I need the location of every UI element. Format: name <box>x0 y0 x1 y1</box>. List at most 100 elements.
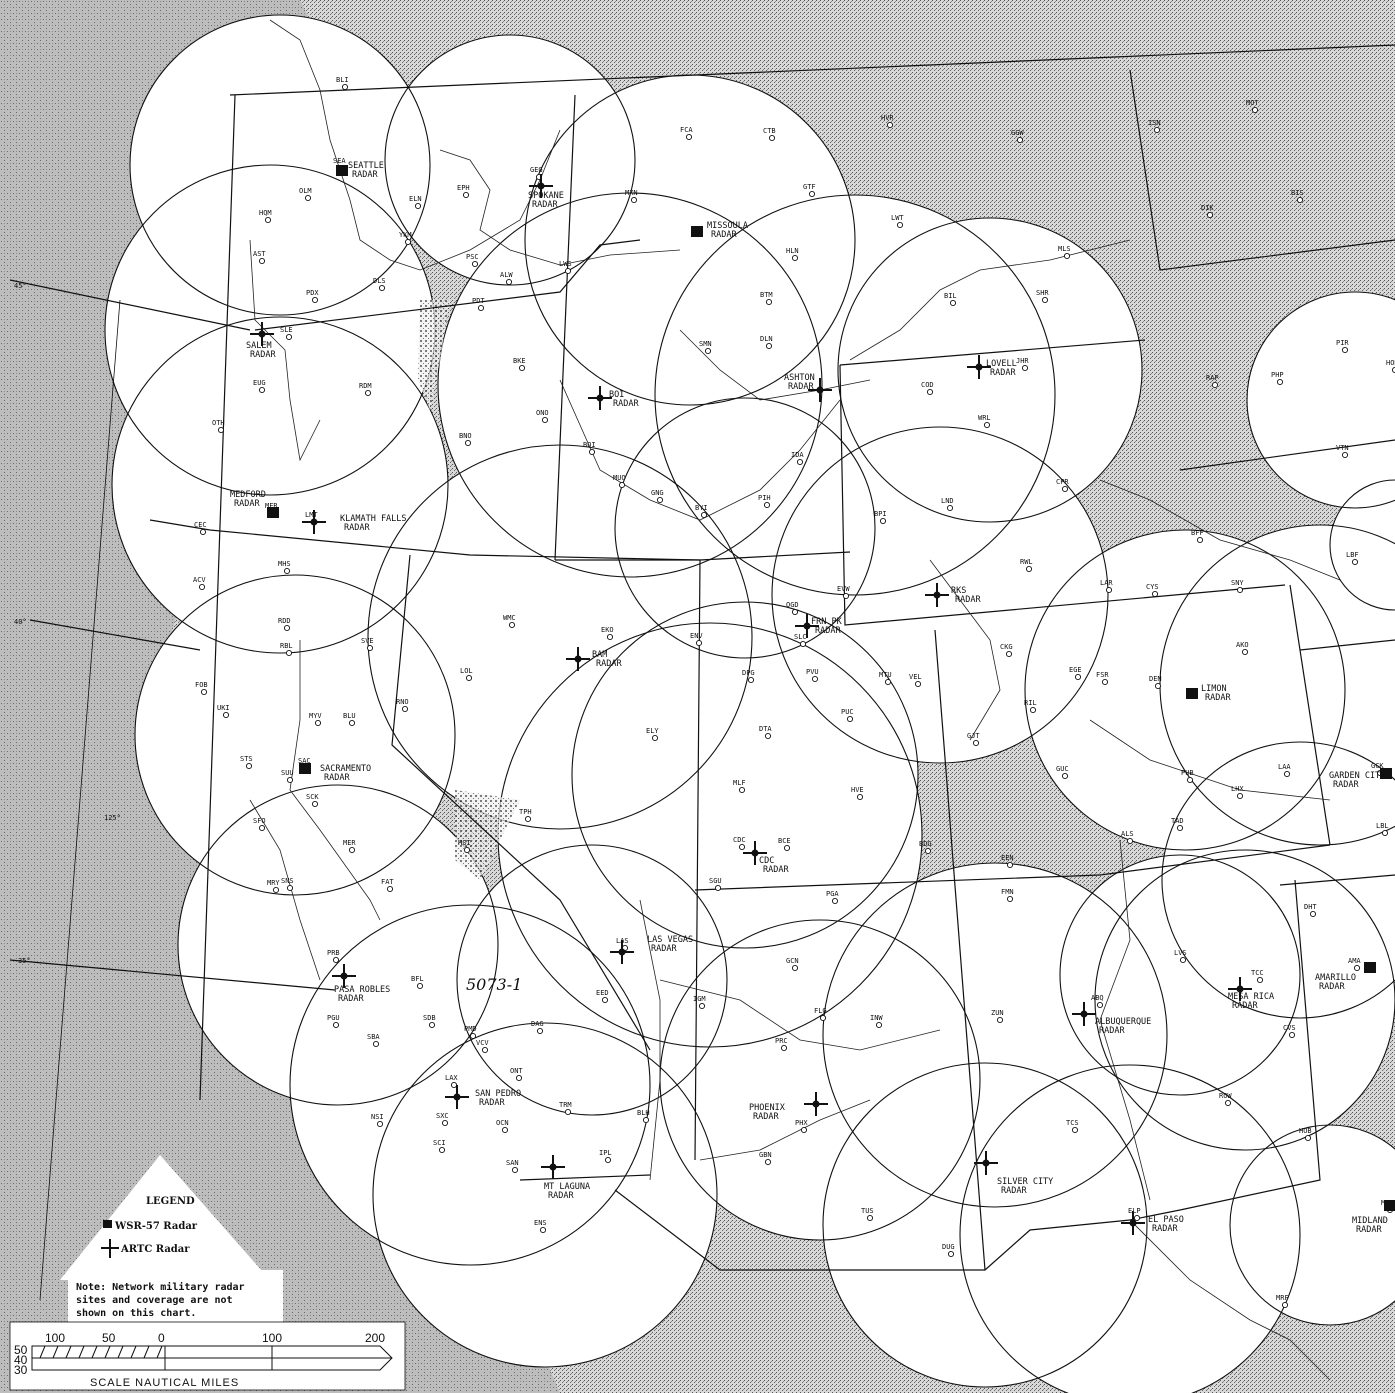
station-bis-label: BIS <box>1291 189 1304 197</box>
station-sgu-marker <box>714 884 722 892</box>
station-cec-label: CEC <box>194 521 207 529</box>
station-dik-label: DIK <box>1201 204 1214 212</box>
lat-45-label: 45° <box>14 282 27 290</box>
station-gck-label: GCK <box>1371 762 1384 770</box>
station-hon-label: HON <box>1386 359 1395 367</box>
station-bfl-label: BFL <box>411 975 424 983</box>
scale-tick-100: 100 <box>262 1331 282 1345</box>
station-mtu-marker <box>884 678 892 686</box>
coverage-circle-outline <box>1161 741 1395 1019</box>
station-guc-label: GUC <box>1056 765 1069 773</box>
coverage-circle-outline <box>372 1022 718 1368</box>
station-guc-marker <box>1061 772 1069 780</box>
station-mlf-label: MLF <box>733 779 746 787</box>
station-cpr-label: CPR <box>1056 478 1069 486</box>
coverage-circle-outline <box>177 784 499 1106</box>
station-dpg-marker <box>747 676 755 684</box>
station-pir-marker <box>1341 346 1349 354</box>
radar-pasa-robles-name: PASA ROBLES <box>334 985 390 995</box>
radar-san-pedro-sub: RADAR <box>479 1098 505 1108</box>
station-mxn-label: MXN <box>625 189 638 197</box>
station-tus-marker <box>866 1214 874 1222</box>
coverage-circle-outline <box>822 1062 1148 1388</box>
station-lhx-label: LHX <box>1231 785 1244 793</box>
station-muo-label: MUO <box>613 474 626 482</box>
station-sba-label: SBA <box>367 1033 380 1041</box>
station-rdd-marker <box>283 624 291 632</box>
radar-seattle-wsr57-icon <box>336 165 348 176</box>
radar-missoula-sub: RADAR <box>711 230 737 240</box>
station-dug-label: DUG <box>942 1243 955 1251</box>
station-row-marker <box>1224 1099 1232 1107</box>
station-pdt-marker <box>477 304 485 312</box>
station-bil-label: BIL <box>944 292 957 300</box>
station-lar-marker <box>1105 586 1113 594</box>
coverage-circle-fill <box>112 317 448 653</box>
station-ont-marker <box>515 1074 523 1082</box>
station-fat-label: FAT <box>381 878 394 886</box>
station-fca-label: FCA <box>680 126 693 134</box>
station-wrl-marker <box>983 421 991 429</box>
station-dpg-label: DPG <box>742 669 755 677</box>
station-fmn-label: FMN <box>1001 888 1014 896</box>
radar-lovell-sub: RADAR <box>990 368 1016 378</box>
station-cpr-marker <box>1061 485 1069 493</box>
coverage-circles <box>104 14 1395 1393</box>
station-bpi-label: BPI <box>874 510 887 518</box>
station-gcn-marker <box>791 964 799 972</box>
radar-el-paso-name: EL PASO <box>1148 1215 1184 1225</box>
station-rbl-marker <box>285 649 293 657</box>
station-rap-marker <box>1211 381 1219 389</box>
coverage-circle-outline <box>1059 854 1301 1096</box>
station-vcv-label: VCV <box>476 1039 489 1047</box>
radar-cdc-artc-icon <box>743 841 767 865</box>
station-gbn-marker <box>764 1158 772 1166</box>
radar-seattle-name: SEATTLE <box>348 161 384 171</box>
station-trm-marker <box>564 1108 572 1116</box>
station-lax-marker <box>450 1081 458 1089</box>
station-psc-label: PSC <box>466 253 479 261</box>
radar-amarillo-sub: RADAR <box>1319 982 1345 992</box>
station-boi-label: BOI <box>583 441 596 449</box>
station-bfl-marker <box>416 982 424 990</box>
station-tad-marker <box>1176 824 1184 832</box>
scale-row-40: 40 <box>14 1353 28 1367</box>
station-rno-label: RNO <box>396 698 409 706</box>
station-mry-marker <box>272 886 280 894</box>
radar-ashton-name: ASHTON <box>784 373 815 383</box>
radar-sacramento-sub: RADAR <box>324 773 350 783</box>
station-slc-marker <box>799 640 807 648</box>
radar-garden-city-wsr57-icon <box>1380 768 1392 779</box>
station-eph-marker <box>462 191 470 199</box>
station-jhr-marker <box>1021 364 1029 372</box>
radar-klamath-falls-artc-icon <box>302 510 326 534</box>
station-tcs-label: TCS <box>1066 1119 1079 1127</box>
station-sac-label: SAC <box>298 757 311 765</box>
coverage-circle-outline <box>1094 849 1395 1151</box>
handwritten-annotation: 5073-1 <box>466 975 522 994</box>
state-boundaries <box>9 44 1395 1271</box>
station-sle-marker <box>285 333 293 341</box>
station-smn-label: SMN <box>699 340 712 348</box>
station-ipl-marker <box>604 1156 612 1164</box>
coverage-gap-oregon <box>418 300 450 410</box>
graticule <box>39 299 121 1301</box>
station-lnd-label: LND <box>941 497 954 505</box>
station-lwt-label: LWT <box>891 214 904 222</box>
station-sck-marker <box>311 800 319 808</box>
station-vel-marker <box>914 680 922 688</box>
station-bce-marker <box>783 844 791 852</box>
radar-limon-name: LIMON <box>1201 684 1227 694</box>
station-igm-marker <box>698 1002 706 1010</box>
station-tcs-marker <box>1071 1126 1079 1134</box>
radar-medford-name: MEDFORD <box>230 490 266 500</box>
station-evw-marker <box>842 592 850 600</box>
station-ipl-label: IPL <box>599 1149 612 1157</box>
station-gtf-marker <box>808 190 816 198</box>
note-line-1: Note: Network military radar <box>76 1281 245 1293</box>
station-ctb-marker <box>768 134 776 142</box>
station-ykm-label: YKM <box>399 231 412 239</box>
lat-35-label: 35° <box>18 957 31 965</box>
coverage-circle-fill <box>1330 480 1395 610</box>
